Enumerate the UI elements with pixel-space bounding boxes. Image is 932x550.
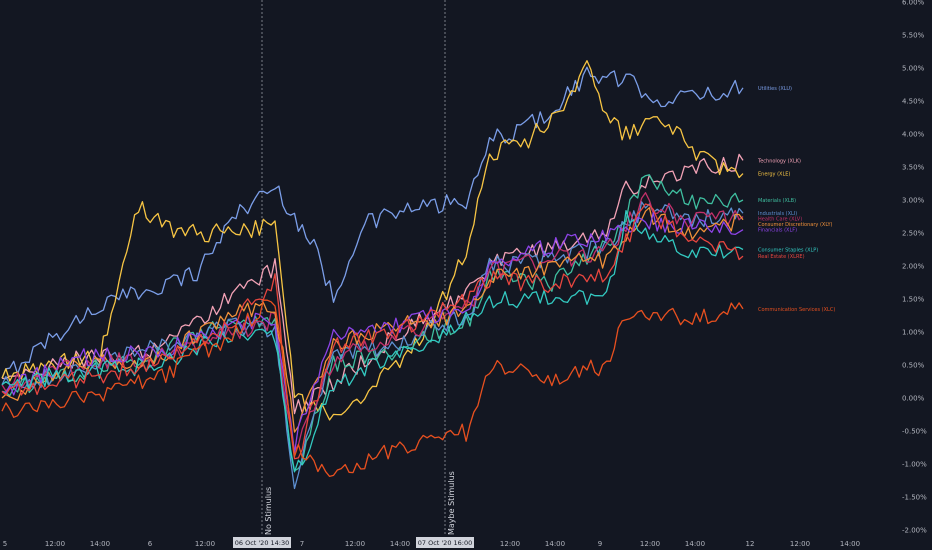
x-tick-label: 12:00 <box>345 540 365 548</box>
x-tick-highlight <box>233 537 291 548</box>
y-tick-label: 2.00% <box>902 263 925 271</box>
x-tick-label: 12 <box>746 540 755 548</box>
x-tick-label: 06 Oct '20 14:30 <box>235 539 290 547</box>
y-tick-label: 4.50% <box>902 98 925 106</box>
legend-entry: Real Estate (XLRE) <box>758 254 805 260</box>
x-tick-label: 7 <box>300 540 304 548</box>
y-tick-label: 0.00% <box>902 395 925 403</box>
y-tick-label: 3.00% <box>902 197 925 205</box>
series-line <box>1 299 744 478</box>
legend-entry: Consumer Discretionary (XLY) <box>758 222 832 228</box>
x-tick-label: 14:00 <box>840 540 860 548</box>
legend-entry: Communication Services (XLC) <box>758 307 835 313</box>
x-axis: 5 12:00 14:00 6 12:00 06 Oct '20 14:30 7 12:00 1… <box>3 537 860 548</box>
y-tick-label: 5.50% <box>902 32 925 40</box>
y-tick-label: -1.00% <box>902 461 927 469</box>
x-tick-label: 14:00 <box>545 540 565 548</box>
legend-entry: Technology (XLK) <box>757 158 801 164</box>
y-tick-label: 5.00% <box>902 65 925 73</box>
legend-entry: Industrials (XLI) <box>758 211 797 217</box>
legend: Utilities (XLU) Technology (XLK) Energy (X… <box>757 86 835 313</box>
series-line <box>1 203 744 460</box>
x-tick-label: 14:00 <box>390 540 410 548</box>
event-markers: No Stimulus Maybe Stimulus <box>261 0 456 535</box>
event-label: No Stimulus <box>264 487 273 535</box>
x-tick-label: 12:00 <box>500 540 520 548</box>
legend-entry: Financials (XLF) <box>758 228 797 234</box>
y-tick-label: 4.00% <box>902 131 925 139</box>
x-tick-label: 9 <box>598 540 602 548</box>
x-tick-label: 12:00 <box>195 540 215 548</box>
y-tick-label: 1.00% <box>902 329 925 337</box>
y-tick-label: 3.50% <box>902 164 925 172</box>
y-tick-label: -1.50% <box>902 494 927 502</box>
y-axis: 6.00% 5.50% 5.00% 4.50% 4.00% 3.50% 3.00% 2.50%… <box>902 0 927 535</box>
y-tick-label: 0.50% <box>902 362 925 370</box>
y-tick-label: 2.50% <box>902 230 925 238</box>
x-tick-label: 12:00 <box>640 540 660 548</box>
y-tick-label: 1.50% <box>902 296 925 304</box>
legend-entry: Materials (XLB) <box>758 198 796 204</box>
series-line <box>1 66 744 379</box>
legend-entry: Consumer Staples (XLP) <box>758 248 818 254</box>
x-tick-label: 6 <box>148 540 153 548</box>
series-line <box>1 212 744 454</box>
y-tick-label: -0.50% <box>902 428 927 436</box>
series-lines <box>1 60 744 490</box>
y-tick-label: -2.00% <box>902 527 927 535</box>
x-tick-label: 5 <box>3 540 7 548</box>
x-tick-highlight <box>416 537 474 548</box>
x-tick-label: 07 Oct '20 16:00 <box>418 539 473 547</box>
x-tick-label: 12:00 <box>790 540 810 548</box>
legend-entry: Health Care (XLV) <box>758 217 802 223</box>
x-tick-label: 14:00 <box>685 540 705 548</box>
x-tick-label: 14:00 <box>90 540 110 548</box>
series-line <box>1 192 744 452</box>
series-line <box>1 60 744 421</box>
legend-entry: Energy (XLE) <box>758 172 790 178</box>
x-tick-label: 12:00 <box>45 540 65 548</box>
y-tick-label: 6.00% <box>902 0 925 7</box>
event-label: Maybe Stimulus <box>447 471 456 535</box>
legend-entry: Utilities (XLU) <box>758 86 792 92</box>
